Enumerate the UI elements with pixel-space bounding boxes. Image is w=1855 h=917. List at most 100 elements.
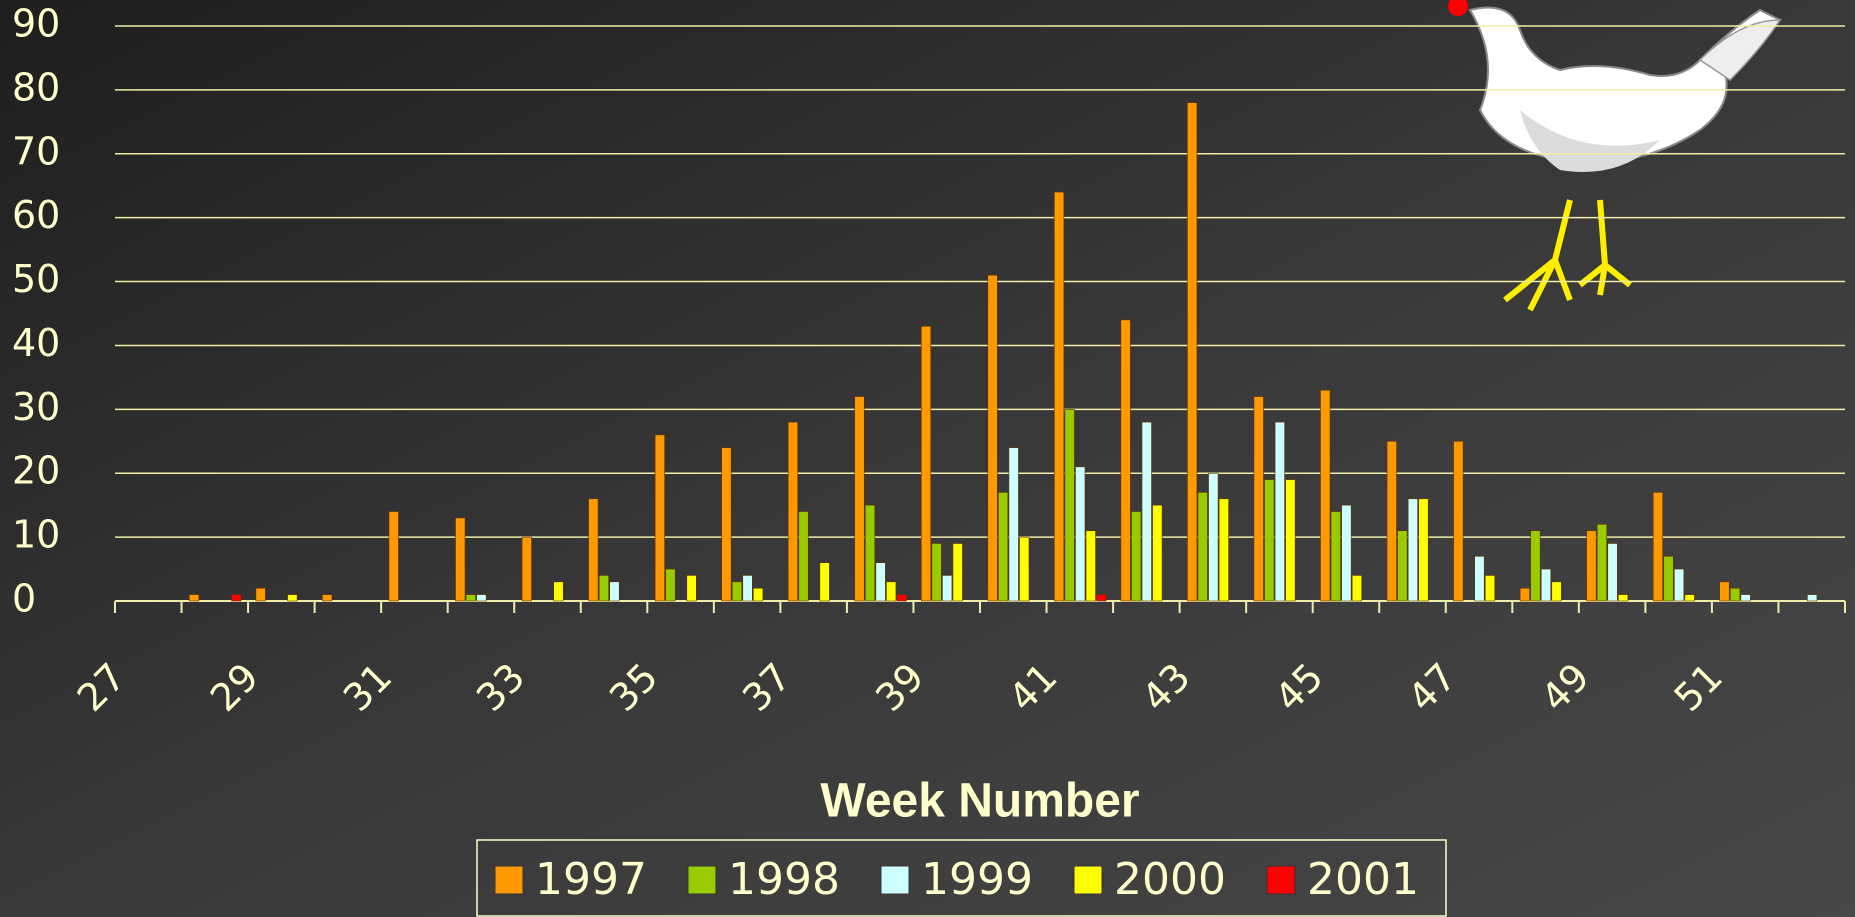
bar xyxy=(1531,531,1541,601)
bar xyxy=(788,422,798,601)
bar xyxy=(1398,531,1408,601)
legend-label: 1998 xyxy=(728,854,840,905)
y-tick-label: 10 xyxy=(12,513,60,557)
bar xyxy=(456,518,466,601)
bar xyxy=(732,582,742,601)
bar xyxy=(554,582,564,601)
legend-swatch xyxy=(1267,866,1295,894)
bar xyxy=(953,544,963,602)
bar xyxy=(1019,537,1029,601)
bar xyxy=(1209,473,1219,601)
bar xyxy=(1685,595,1695,601)
bar xyxy=(1807,595,1817,601)
legend-label: 1999 xyxy=(921,854,1033,905)
bar xyxy=(942,575,952,601)
y-tick-label: 50 xyxy=(12,257,60,301)
y-tick-label: 60 xyxy=(12,193,60,237)
bar xyxy=(1720,582,1730,601)
bar xyxy=(876,563,886,601)
bar xyxy=(256,588,266,601)
bar xyxy=(288,595,298,601)
bar xyxy=(477,595,487,601)
bar xyxy=(753,588,763,601)
legend-swatch xyxy=(1074,866,1102,894)
bar xyxy=(1541,569,1551,601)
bar xyxy=(1142,422,1152,601)
bar xyxy=(1097,595,1107,601)
bar xyxy=(1520,588,1530,601)
bar xyxy=(998,492,1008,601)
bar xyxy=(522,537,532,601)
bar xyxy=(1321,390,1331,601)
bar xyxy=(1054,192,1064,601)
bar xyxy=(1741,595,1751,601)
bar xyxy=(589,499,599,601)
bar xyxy=(666,569,676,601)
bar xyxy=(897,595,907,601)
bar xyxy=(1618,595,1628,601)
bar xyxy=(1065,409,1075,601)
bar xyxy=(1419,499,1429,601)
bar xyxy=(687,575,697,601)
bar xyxy=(1286,480,1296,601)
bar xyxy=(988,275,998,601)
legend-label: 2001 xyxy=(1307,854,1419,905)
bar xyxy=(1075,467,1085,601)
bar xyxy=(1121,320,1131,601)
y-tick-label: 20 xyxy=(12,449,60,493)
y-tick-label: 80 xyxy=(12,65,60,109)
y-tick-label: 90 xyxy=(12,2,60,46)
chart: Week Number 0102030405060708090272931333… xyxy=(0,0,1855,917)
bar xyxy=(932,544,942,602)
bar xyxy=(886,582,896,601)
bar xyxy=(599,575,609,601)
bar xyxy=(1730,588,1740,601)
y-tick-label: 70 xyxy=(12,129,60,173)
bar xyxy=(1342,505,1352,601)
y-tick-label: 0 xyxy=(12,577,36,621)
bar xyxy=(1485,575,1495,601)
bar xyxy=(1265,480,1275,601)
legend-label: 1997 xyxy=(535,854,647,905)
bar xyxy=(1587,531,1597,601)
bar xyxy=(1219,499,1229,601)
bar xyxy=(1653,492,1663,601)
bar xyxy=(232,595,242,601)
legend-label: 2000 xyxy=(1114,854,1226,905)
bar xyxy=(722,448,732,601)
legend-swatch xyxy=(688,866,716,894)
bar xyxy=(1674,569,1684,601)
bar xyxy=(1475,556,1485,601)
bar xyxy=(921,326,931,601)
bar xyxy=(1331,512,1341,601)
bar xyxy=(1131,512,1141,601)
bar xyxy=(743,575,753,601)
bar xyxy=(1387,441,1397,601)
bar xyxy=(1275,422,1285,601)
bar xyxy=(1454,441,1464,601)
x-axis-title: Week Number xyxy=(820,775,1139,828)
bar xyxy=(655,435,665,601)
bar xyxy=(1552,582,1562,601)
bar xyxy=(189,595,199,601)
bar xyxy=(1086,531,1096,601)
bar xyxy=(855,397,865,601)
bar xyxy=(1597,524,1607,601)
legend-swatch xyxy=(495,866,523,894)
bar xyxy=(1352,575,1362,601)
bar xyxy=(820,563,830,601)
bar xyxy=(865,505,875,601)
bar xyxy=(389,512,399,601)
bar xyxy=(1153,505,1163,601)
bar xyxy=(1187,103,1197,601)
bar xyxy=(1408,499,1418,601)
y-tick-label: 40 xyxy=(12,321,60,365)
bar xyxy=(466,595,476,601)
bar xyxy=(1608,544,1618,602)
bar xyxy=(799,512,809,601)
bar xyxy=(322,595,332,601)
legend-swatch xyxy=(881,866,909,894)
bar xyxy=(1198,492,1208,601)
y-tick-label: 30 xyxy=(12,385,60,429)
bar xyxy=(1009,448,1019,601)
